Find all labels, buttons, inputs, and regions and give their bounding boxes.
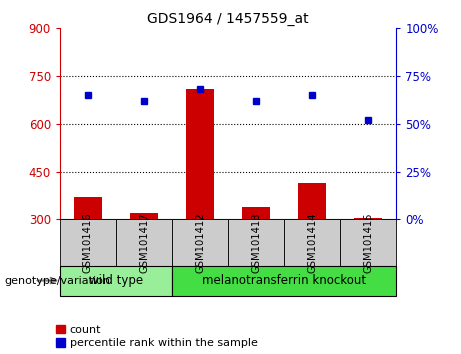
Text: GSM101412: GSM101412 [195, 212, 205, 273]
Bar [130, 213, 158, 219]
Bar [355, 218, 383, 219]
Text: wild type: wild type [89, 274, 143, 287]
Text: GSM101413: GSM101413 [251, 212, 261, 273]
Text: GSM101417: GSM101417 [139, 212, 149, 273]
Legend: count, percentile rank within the sample: count, percentile rank within the sample [56, 325, 258, 348]
Text: GSM101415: GSM101415 [363, 212, 373, 273]
Bar [74, 197, 102, 219]
Text: melanotransferrin knockout: melanotransferrin knockout [202, 274, 366, 287]
Title: GDS1964 / 1457559_at: GDS1964 / 1457559_at [148, 12, 309, 26]
Text: GSM101414: GSM101414 [307, 212, 317, 273]
Bar [298, 183, 326, 219]
Text: GSM101416: GSM101416 [83, 212, 93, 273]
Bar [186, 89, 214, 219]
Bar [242, 207, 270, 219]
Text: genotype/variation: genotype/variation [5, 275, 111, 286]
